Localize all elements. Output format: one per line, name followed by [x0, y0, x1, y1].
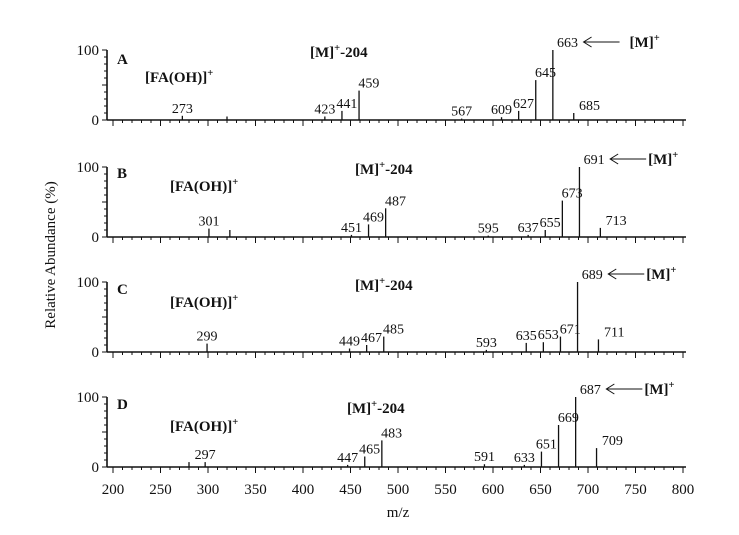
y-tick-label-100: 100 — [77, 390, 100, 406]
x-tick-label-800: 800 — [672, 482, 695, 498]
peak-label-689: 689 — [582, 268, 603, 283]
peak-label-447: 447 — [337, 451, 358, 466]
x-tick-label-500: 500 — [387, 482, 410, 498]
peak-label-423: 423 — [314, 103, 335, 118]
y-tick-label-100: 100 — [77, 275, 100, 291]
y-tick-label-100: 100 — [77, 160, 100, 176]
peak-label-593: 593 — [476, 336, 497, 351]
peak-label-451: 451 — [341, 221, 362, 236]
x-tick-label-750: 750 — [624, 482, 647, 498]
x-tick-label-400: 400 — [292, 482, 315, 498]
peak-label-673: 673 — [562, 187, 583, 202]
fragment-annotation: [FA(OH)]+ — [145, 68, 213, 86]
peak-label-299: 299 — [197, 330, 218, 345]
arrow-head-icon — [607, 268, 617, 280]
peak-label-459: 459 — [358, 77, 379, 92]
peak-label-687: 687 — [580, 383, 601, 398]
y-axis-label: Relative Abundance (%) — [43, 181, 59, 328]
molecular-ion-annotation: [M]+ — [630, 33, 660, 51]
molecular-ion-annotation: [M]+ — [646, 265, 676, 283]
peak-label-637: 637 — [518, 221, 539, 236]
fragment-annotation: [FA(OH)]+ — [170, 417, 238, 435]
ion-loss-annotation: [M]+-204 — [355, 276, 413, 294]
peak-label-671: 671 — [560, 323, 581, 338]
fragment-annotation: [FA(OH)]+ — [170, 293, 238, 311]
peak-label-483: 483 — [381, 426, 402, 441]
x-tick-label-600: 600 — [482, 482, 505, 498]
x-tick-label-350: 350 — [244, 482, 267, 498]
peak-label-609: 609 — [491, 103, 512, 118]
y-tick-label-0: 0 — [92, 113, 100, 129]
x-axis-label: m/z — [387, 505, 410, 521]
x-tick-label-250: 250 — [149, 482, 172, 498]
panel-label: C — [117, 282, 128, 298]
molecular-ion-annotation: [M]+ — [648, 150, 678, 168]
peak-label-465: 465 — [359, 443, 380, 458]
arrow-head-icon — [609, 153, 619, 165]
peak-label-595: 595 — [478, 222, 499, 237]
peak-label-645: 645 — [535, 66, 556, 81]
peak-label-711: 711 — [604, 325, 624, 340]
peak-label-669: 669 — [558, 411, 579, 426]
peak-label-467: 467 — [361, 331, 382, 346]
x-tick-label-300: 300 — [197, 482, 220, 498]
peak-label-487: 487 — [385, 194, 406, 209]
peak-label-663: 663 — [557, 36, 578, 51]
peak-label-655: 655 — [540, 216, 561, 231]
x-tick-label-650: 650 — [529, 482, 552, 498]
peak-label-441: 441 — [336, 97, 357, 112]
x-tick-label-550: 550 — [434, 482, 457, 498]
panel-label: A — [117, 52, 128, 68]
peak-label-567: 567 — [451, 105, 472, 120]
peak-label-301: 301 — [198, 215, 219, 230]
peak-label-297: 297 — [195, 448, 216, 463]
y-tick-label-100: 100 — [77, 43, 100, 59]
ion-loss-annotation: [M]+-204 — [347, 399, 405, 417]
peak-label-691: 691 — [584, 153, 605, 168]
peak-label-591: 591 — [474, 450, 495, 465]
panel-label: D — [117, 397, 128, 413]
arrow-head-icon — [582, 36, 592, 48]
ion-loss-annotation: [M]+-204 — [355, 160, 413, 178]
peak-label-709: 709 — [602, 434, 623, 449]
ion-loss-annotation: [M]+-204 — [310, 43, 368, 61]
y-tick-label-0: 0 — [92, 345, 100, 361]
molecular-ion-annotation: [M]+ — [644, 380, 674, 398]
y-tick-label-0: 0 — [92, 460, 100, 476]
peak-label-633: 633 — [514, 451, 535, 466]
peak-label-273: 273 — [172, 102, 193, 117]
peak-label-485: 485 — [383, 323, 404, 338]
peak-label-469: 469 — [363, 210, 384, 225]
arrow-head-icon — [605, 383, 615, 395]
x-tick-label-200: 200 — [102, 482, 125, 498]
x-tick-label-700: 700 — [577, 482, 600, 498]
peak-label-713: 713 — [606, 214, 627, 229]
panel-label: B — [117, 166, 127, 182]
peak-label-685: 685 — [579, 99, 600, 114]
y-tick-label-0: 0 — [92, 230, 100, 246]
x-tick-label-450: 450 — [339, 482, 362, 498]
peak-label-653: 653 — [538, 328, 559, 343]
fragment-annotation: [FA(OH)]+ — [170, 177, 238, 195]
peak-label-627: 627 — [513, 97, 534, 112]
peak-label-635: 635 — [516, 329, 537, 344]
peak-label-651: 651 — [536, 438, 557, 453]
peak-label-449: 449 — [339, 335, 360, 350]
